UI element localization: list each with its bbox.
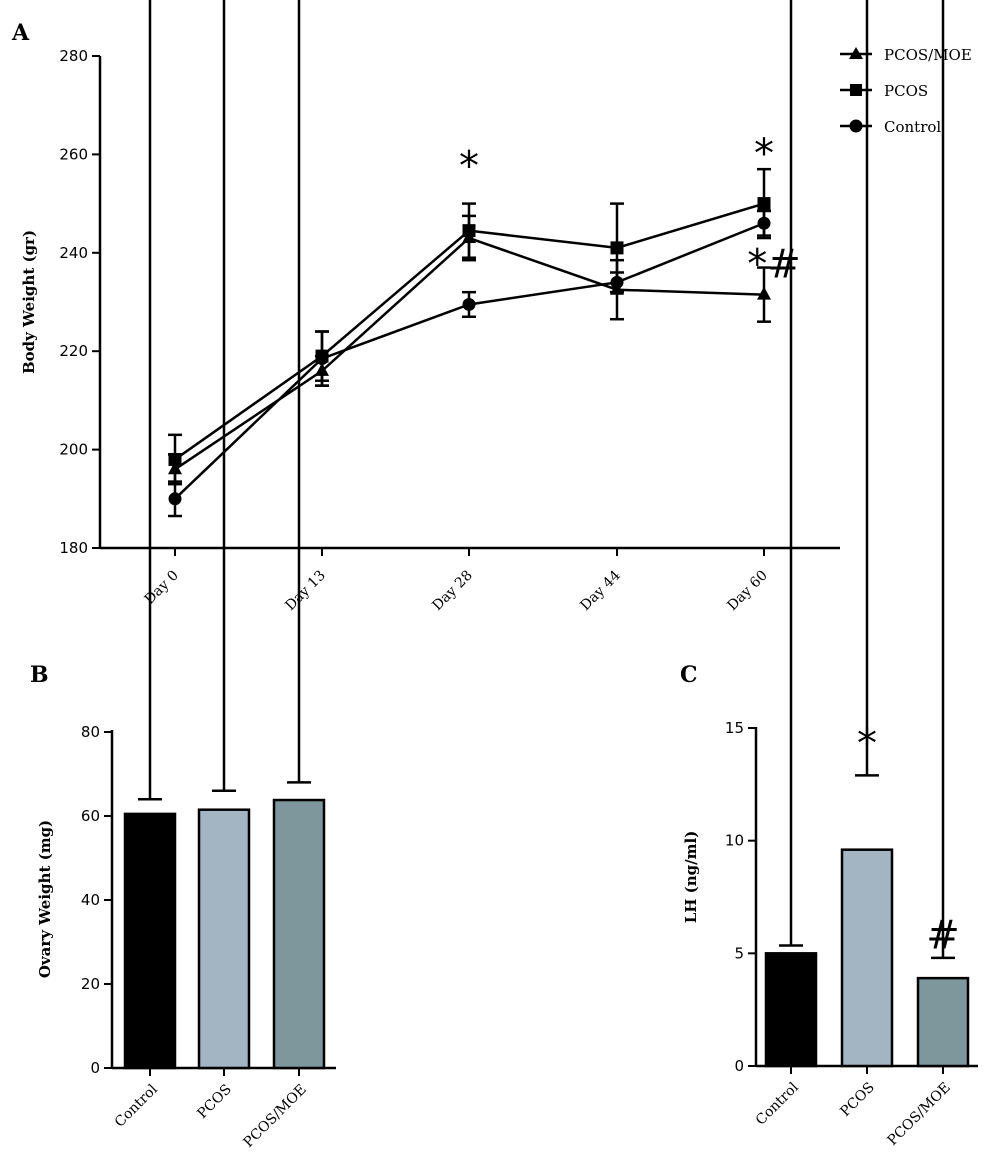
panel-c-x-ticks: Control PCOS PCOS/MOE: [753, 1066, 954, 1149]
series-line-control: [174, 222, 765, 500]
y-tick-label: 20: [81, 975, 100, 993]
bar-control: [764, 952, 818, 1068]
x-tick-label-day-28: Day 28: [429, 568, 475, 614]
x-tick-label-pcos-moe: PCOS/MOE: [241, 1082, 310, 1151]
y-tick-label: 0: [90, 1059, 100, 1077]
data-point-control: [610, 275, 624, 289]
x-tick-label-pcos: PCOS: [837, 1080, 877, 1120]
x-tick-label-day-60: Day 60: [724, 568, 770, 614]
x-tick-label-pcos-moe: PCOS/MOE: [885, 1080, 954, 1149]
legend-label-control: Control: [884, 118, 941, 136]
legend-item-control: Control: [840, 118, 941, 136]
data-point-pcos-moe: [757, 286, 771, 300]
series-control: [168, 209, 771, 518]
series-pcos: [168, 167, 771, 486]
legend-label-pcos: PCOS: [884, 82, 928, 100]
legend-label-pcos-moe: PCOS/MOE: [884, 46, 972, 64]
legend-item-pcos-moe: PCOS/MOE: [840, 46, 972, 64]
circle-marker-icon: [849, 119, 863, 133]
data-point-pcos: [757, 197, 771, 211]
square-marker-icon: [850, 84, 862, 96]
panel-b: B 0 20 40 60 80 Control PCOS PCOS/MOE Ovary We…: [30, 0, 336, 1151]
panel-c-annotations: *#: [857, 721, 960, 959]
data-point-control: [168, 492, 182, 506]
bar-pcos-moe: [916, 976, 970, 1068]
significance-mark: *: [857, 721, 877, 767]
significance-mark: *: [459, 143, 479, 189]
data-point-pcos: [610, 241, 624, 255]
triangle-marker-icon: [849, 47, 863, 59]
data-point-control: [462, 297, 476, 311]
panel-b-y-ticks: 0 20 40 60 80: [81, 723, 112, 1077]
bar-control: [123, 812, 177, 1070]
x-tick-label-day-44: Day 44: [577, 567, 624, 614]
panel-b-x-ticks: Control PCOS PCOS/MOE: [112, 1068, 310, 1151]
panel-b-bars: [123, 0, 326, 1070]
data-point-pcos: [168, 452, 182, 466]
data-point-control: [757, 216, 771, 230]
data-point-control: [315, 352, 329, 366]
y-tick-label: 200: [59, 441, 88, 459]
y-tick-label: 40: [81, 891, 100, 909]
y-tick-label: 260: [59, 145, 88, 163]
significance-mark: *: [754, 131, 774, 177]
panel-a-label: A: [11, 20, 30, 46]
panel-a-y-ticks: 180 200 220 240 260 280: [59, 47, 100, 557]
panel-c-bars: [764, 0, 970, 1068]
panel-b-y-axis-label: Ovary Weight (mg): [36, 820, 54, 978]
y-tick-label: 10: [725, 832, 744, 850]
panel-a-x-ticks: Day 0 Day 13 Day 28 Day 44 Day 60: [142, 548, 771, 614]
panel-c-y-ticks: 0 5 10 15: [725, 719, 756, 1075]
y-tick-label: 80: [81, 723, 100, 741]
x-tick-label-day-13: Day 13: [282, 568, 328, 614]
significance-mark: #: [926, 913, 960, 959]
panel-a-legend: PCOS/MOE PCOS Control: [840, 46, 972, 136]
panel-a-series: [168, 167, 771, 518]
y-tick-label: 5: [734, 944, 744, 962]
panel-a-y-axis-label: Body Weight (gr): [20, 230, 38, 374]
panel-a-annotations: * * *#: [459, 131, 801, 288]
x-tick-label-control: Control: [112, 1081, 161, 1130]
data-point-pcos: [462, 224, 476, 238]
legend-item-pcos: PCOS: [840, 82, 928, 100]
y-tick-label: 220: [59, 342, 88, 360]
bar-pcos: [197, 808, 251, 1070]
y-tick-label: 15: [725, 719, 744, 737]
x-tick-label-control: Control: [753, 1079, 802, 1128]
significance-mark: *#: [747, 242, 801, 288]
series-line-pcos-moe: [174, 236, 765, 471]
y-tick-label: 0: [734, 1057, 744, 1075]
y-tick-label: 180: [59, 539, 88, 557]
y-tick-label: 280: [59, 47, 88, 65]
panel-c-y-axis-label: LH (ng/ml): [682, 831, 700, 924]
x-tick-label-day-0: Day 0: [142, 568, 182, 608]
bar-pcos: [840, 848, 894, 1068]
y-tick-label: 60: [81, 807, 100, 825]
bar-pcos-moe: [272, 798, 326, 1070]
panel-b-label: B: [30, 662, 49, 688]
y-tick-label: 240: [59, 244, 88, 262]
panel-c-label: C: [680, 662, 698, 688]
x-tick-label-pcos: PCOS: [194, 1082, 234, 1122]
